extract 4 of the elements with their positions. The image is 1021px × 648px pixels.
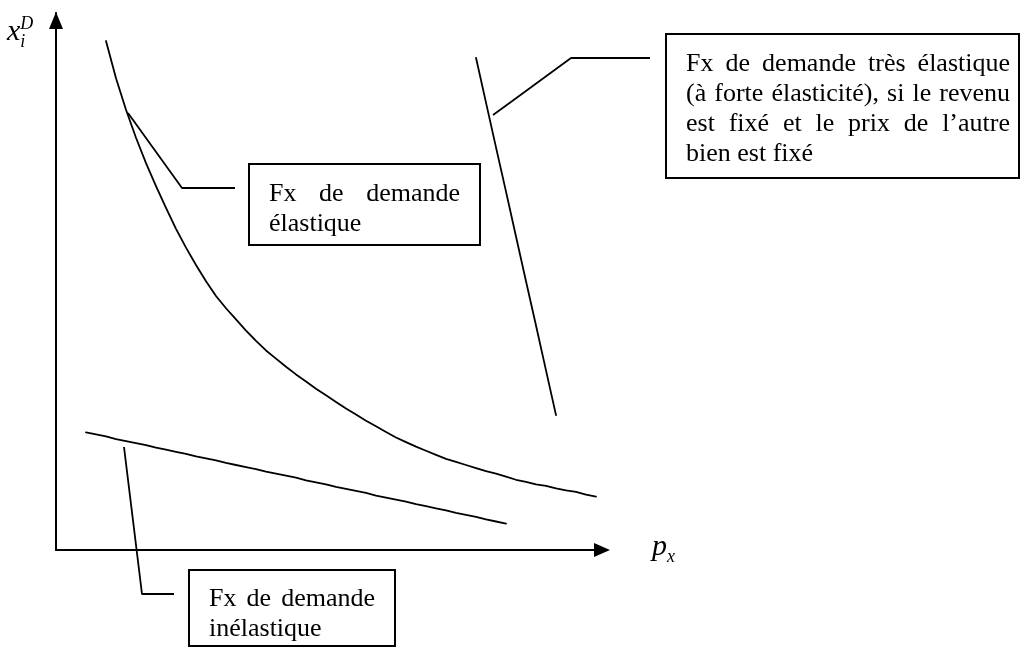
annotation: Fx de demande élastique — [269, 178, 460, 238]
x-axis-title: p$_{x}$ — [652, 528, 675, 566]
text: Fx de demande inélastique — [209, 583, 375, 643]
text: Fx de demande très élastique (à forte élasticité), si le revenu est fixé et le prix de l’autre bien est fixé — [686, 48, 1010, 168]
